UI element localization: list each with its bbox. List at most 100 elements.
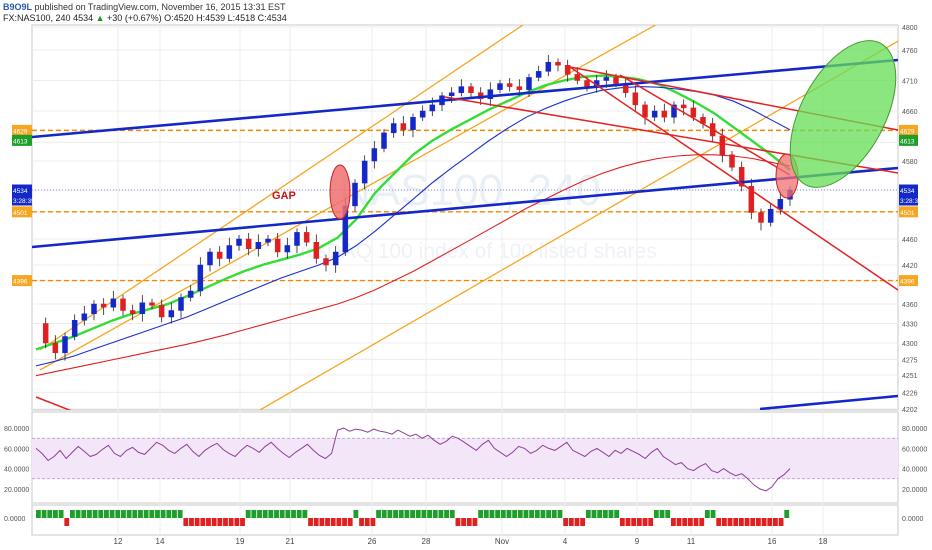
- histogram-bar-down: [325, 518, 330, 526]
- candle-up: [545, 61, 552, 72]
- moving-average-line: [35, 154, 791, 377]
- histogram-bar-up: [665, 510, 671, 518]
- histogram-bar-down: [472, 518, 478, 526]
- candle-up: [236, 238, 242, 246]
- histogram-bar-up: [398, 510, 404, 518]
- histogram-bar-down: [223, 518, 228, 526]
- candle-down: [748, 185, 755, 213]
- rsi-band: [32, 438, 898, 479]
- candle-up: [390, 123, 397, 134]
- candle-up: [226, 245, 233, 259]
- candle-down: [400, 123, 407, 130]
- rsi-tick-label: 80.0000: [902, 426, 927, 433]
- histogram-bar-down: [364, 518, 370, 526]
- left-price-label-text: 4501: [13, 210, 28, 217]
- price-label-box: [899, 124, 918, 136]
- histogram-bar-up: [546, 510, 552, 518]
- candle-up: [294, 232, 300, 246]
- histogram-bar-down: [727, 518, 733, 526]
- target-ellipse: [789, 40, 897, 188]
- histogram-bar-down: [631, 518, 637, 526]
- histogram-bar-down: [699, 518, 705, 526]
- candle-down: [613, 77, 619, 84]
- candle-down: [564, 65, 571, 75]
- candle-up: [458, 86, 465, 93]
- candle-up: [410, 117, 416, 130]
- candle-down: [216, 251, 223, 259]
- left-price-label-text: 3:28:35: [13, 198, 35, 205]
- histogram-bar-down: [716, 518, 722, 526]
- histogram-bar-down: [330, 518, 336, 526]
- red-trendline: [569, 66, 898, 291]
- price-label-text: 4501: [900, 210, 915, 217]
- histogram-bar-down: [625, 518, 631, 526]
- histogram-bar-down: [767, 518, 773, 526]
- left-price-label-box: [12, 206, 32, 218]
- histogram-bar-down: [217, 518, 223, 526]
- histogram-bar-up: [143, 510, 149, 518]
- histogram-bar-up: [70, 510, 75, 518]
- histogram-bar-up: [104, 510, 109, 518]
- histogram-bar-up: [81, 510, 87, 518]
- rsi-tick-label: 20.0000: [902, 487, 927, 494]
- histogram-bar-up: [489, 510, 495, 518]
- histogram-bar-down: [234, 518, 240, 526]
- histogram-bar-up: [387, 510, 393, 518]
- histogram-bar-up: [432, 510, 438, 518]
- y-tick-label: 4251: [902, 373, 918, 380]
- histogram-bar-down: [194, 518, 200, 526]
- candle-up: [487, 89, 494, 100]
- y-tick-label: 4800: [902, 25, 918, 32]
- author-name[interactable]: B9O9L: [3, 2, 33, 12]
- candle-up: [332, 251, 339, 266]
- candle-down: [632, 92, 639, 106]
- left-price-label-tag: 4534: [12, 184, 32, 196]
- price-label-tag: 4534: [899, 184, 918, 196]
- histogram-bar-up: [704, 510, 710, 518]
- histogram-bar-down: [183, 518, 189, 526]
- orange-trendline: [39, 25, 525, 351]
- candle-up: [187, 290, 194, 298]
- rsi-tick-label-left: 40.0000: [4, 467, 29, 474]
- histogram-tick-label: 0.0000: [902, 516, 924, 523]
- histogram-bar-up: [438, 510, 444, 518]
- histogram-bar-down: [574, 518, 580, 526]
- x-tick-label: 21: [286, 537, 295, 546]
- histogram-bar-up: [659, 510, 665, 518]
- histogram-bar-up: [597, 510, 603, 518]
- histogram-bar-up: [410, 510, 415, 518]
- left-price-label-tag: 4629: [12, 124, 32, 136]
- histogram-bar-up: [41, 510, 47, 518]
- price-layer: [32, 25, 898, 410]
- left-price-label-text: 4396: [13, 279, 28, 286]
- candle-up: [419, 110, 426, 118]
- candle-up: [62, 336, 68, 354]
- y-tick-label: 4660: [902, 109, 918, 116]
- candle-down: [42, 323, 49, 344]
- red-trendline: [619, 74, 791, 176]
- histogram-bar-up: [512, 510, 518, 518]
- histogram-bar-up: [87, 510, 92, 518]
- price-panel: [31, 24, 899, 411]
- blue-trendline: [32, 58, 898, 139]
- histogram-bar-up: [404, 510, 410, 518]
- left-price-label-box: [12, 275, 32, 287]
- histogram-bar-up: [155, 510, 160, 518]
- left-price-label-box: [12, 134, 32, 146]
- price-change: +30 (+0.67%): [107, 13, 162, 23]
- histogram-bar-up: [376, 510, 381, 518]
- orange-trendline: [259, 40, 898, 410]
- histogram-bar-up: [353, 510, 359, 518]
- histogram-bar-up: [540, 510, 546, 518]
- histogram-bar-up: [302, 510, 308, 518]
- price-label-text: 4396: [900, 279, 915, 286]
- candle-up: [603, 77, 610, 81]
- candle-up: [651, 110, 658, 118]
- symbol-label: FX:NAS100, 240: [3, 13, 71, 23]
- candle-down: [719, 135, 726, 155]
- histogram-bar-up: [534, 510, 540, 518]
- left-price-label-box: [12, 124, 32, 136]
- candle-down: [120, 298, 126, 311]
- rsi-tick-label-left: 20.0000: [4, 487, 29, 494]
